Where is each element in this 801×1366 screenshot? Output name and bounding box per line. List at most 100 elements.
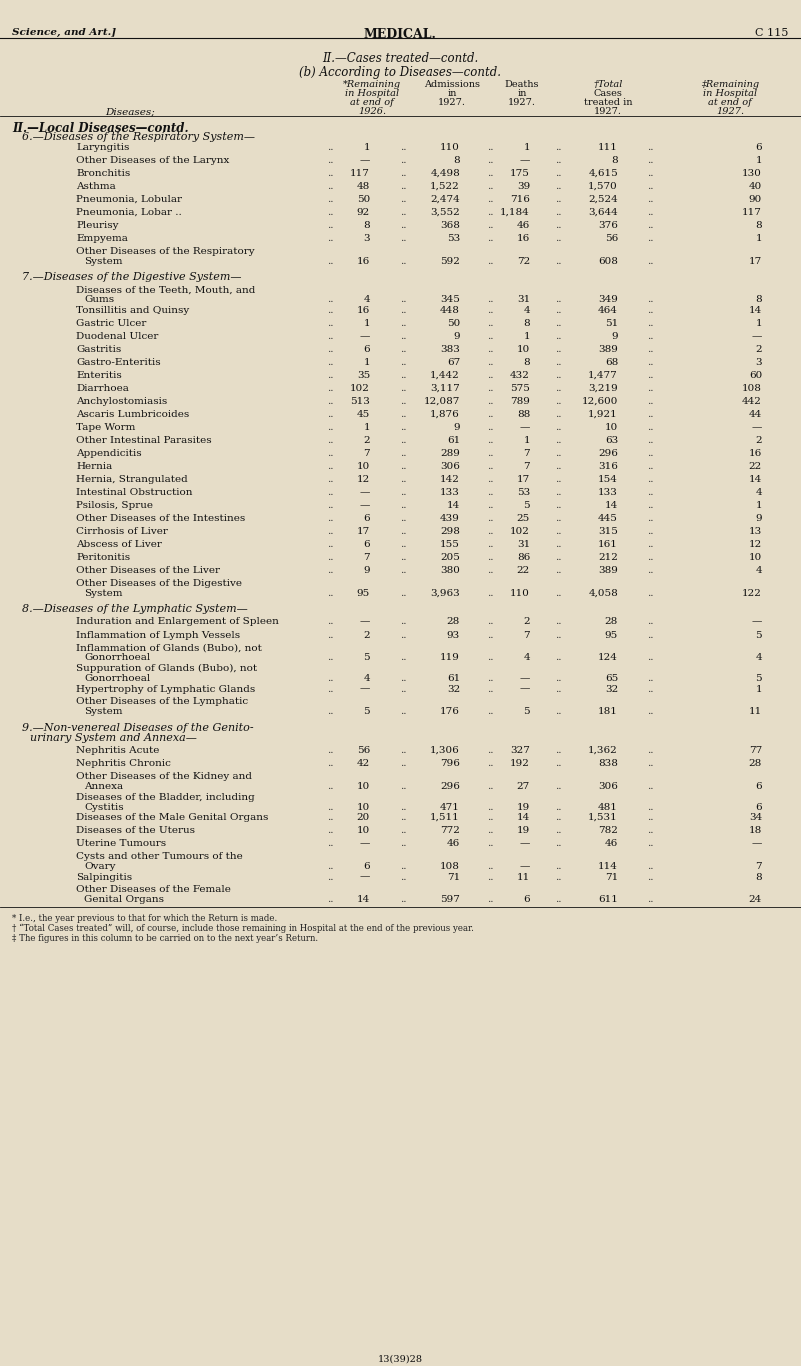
Text: —: — <box>520 684 530 694</box>
Text: 35: 35 <box>356 372 370 380</box>
Text: in Hospital: in Hospital <box>345 89 399 98</box>
Text: ..: .. <box>327 589 333 598</box>
Text: ..: .. <box>400 684 406 694</box>
Text: ..: .. <box>555 746 562 755</box>
Text: ..: .. <box>400 653 406 663</box>
Text: 7.—Diseases of the Digestive System—: 7.—Diseases of the Digestive System— <box>22 272 241 283</box>
Text: 7: 7 <box>755 862 762 872</box>
Text: ..: .. <box>400 221 406 229</box>
Text: ..: .. <box>555 169 562 178</box>
Text: 124: 124 <box>598 653 618 663</box>
Text: in: in <box>517 89 527 98</box>
Text: Diseases;: Diseases; <box>105 107 155 116</box>
Text: ..: .. <box>487 156 493 165</box>
Text: Pneumonia, Lobar ..: Pneumonia, Lobar .. <box>76 208 182 217</box>
Text: 12: 12 <box>749 540 762 549</box>
Text: Diseases of the Bladder, including: Diseases of the Bladder, including <box>76 792 255 802</box>
Text: Uterine Tumours: Uterine Tumours <box>76 839 166 848</box>
Text: ..: .. <box>400 358 406 367</box>
Text: Enteritis: Enteritis <box>76 372 122 380</box>
Text: ..: .. <box>646 156 654 165</box>
Text: 24: 24 <box>749 896 762 904</box>
Text: 19: 19 <box>517 826 530 835</box>
Text: ..: .. <box>400 449 406 458</box>
Text: ..: .. <box>646 653 654 663</box>
Text: 7: 7 <box>523 449 530 458</box>
Text: 12,087: 12,087 <box>424 398 460 406</box>
Text: ..: .. <box>327 156 333 165</box>
Text: ..: .. <box>487 143 493 152</box>
Text: (b) According to Diseases—contd.: (b) According to Diseases—contd. <box>299 66 501 79</box>
Text: 12,600: 12,600 <box>582 398 618 406</box>
Text: Pleurisy: Pleurisy <box>76 221 119 229</box>
Text: 1: 1 <box>364 143 370 152</box>
Text: Duodenal Ulcer: Duodenal Ulcer <box>76 332 159 342</box>
Text: ..: .. <box>646 320 654 328</box>
Text: ..: .. <box>327 566 333 575</box>
Text: ..: .. <box>327 617 333 627</box>
Text: ..: .. <box>555 781 562 791</box>
Text: 1: 1 <box>755 320 762 328</box>
Text: 51: 51 <box>605 320 618 328</box>
Text: ..: .. <box>327 320 333 328</box>
Text: 25: 25 <box>517 514 530 523</box>
Text: 48: 48 <box>356 182 370 191</box>
Text: ..: .. <box>646 673 654 683</box>
Text: 44: 44 <box>749 410 762 419</box>
Text: ..: .. <box>487 208 493 217</box>
Text: ..: .. <box>327 234 333 243</box>
Text: 12: 12 <box>356 475 370 484</box>
Text: ..: .. <box>555 398 562 406</box>
Text: 1,570: 1,570 <box>588 182 618 191</box>
Text: *Remaining: *Remaining <box>343 81 401 89</box>
Text: ..: .. <box>555 221 562 229</box>
Text: * I.e., the year previous to that for which the Return is made.: * I.e., the year previous to that for wh… <box>12 914 277 923</box>
Text: 6.—Diseases of the Respiratory System—: 6.—Diseases of the Respiratory System— <box>22 133 255 142</box>
Text: ..: .. <box>487 684 493 694</box>
Text: ..: .. <box>555 234 562 243</box>
Text: 133: 133 <box>440 488 460 497</box>
Text: 28: 28 <box>605 617 618 627</box>
Text: ..: .. <box>327 306 333 316</box>
Text: ..: .. <box>555 540 562 549</box>
Text: ..: .. <box>400 781 406 791</box>
Text: 4: 4 <box>755 653 762 663</box>
Text: ..: .. <box>400 527 406 535</box>
Text: ..: .. <box>487 514 493 523</box>
Text: ..: .. <box>327 653 333 663</box>
Text: ..: .. <box>400 195 406 204</box>
Text: ‡Remaining: ‡Remaining <box>701 81 759 89</box>
Text: ..: .. <box>487 673 493 683</box>
Text: 117: 117 <box>742 208 762 217</box>
Text: 2: 2 <box>523 617 530 627</box>
Text: ..: .. <box>555 320 562 328</box>
Text: ..: .. <box>646 195 654 204</box>
Text: 1927.: 1927. <box>438 98 466 107</box>
Text: ..: .. <box>646 436 654 445</box>
Text: 72: 72 <box>517 257 530 266</box>
Text: 46: 46 <box>605 839 618 848</box>
Text: ..: .. <box>646 553 654 561</box>
Text: Cysts and other Tumours of the: Cysts and other Tumours of the <box>76 852 243 861</box>
Text: 9: 9 <box>453 332 460 342</box>
Text: ..: .. <box>487 384 493 393</box>
Text: Gonorrhoeal: Gonorrhoeal <box>84 673 151 683</box>
Text: ..: .. <box>646 589 654 598</box>
Text: ..: .. <box>400 295 406 305</box>
Text: 34: 34 <box>749 813 762 822</box>
Text: ..: .. <box>646 617 654 627</box>
Text: 9.—Non-venereal Diseases of the Genito-: 9.—Non-venereal Diseases of the Genito- <box>22 723 254 734</box>
Text: 46: 46 <box>517 221 530 229</box>
Text: 60: 60 <box>749 372 762 380</box>
Text: ..: .. <box>487 182 493 191</box>
Text: ..: .. <box>555 589 562 598</box>
Text: ..: .. <box>487 566 493 575</box>
Text: ..: .. <box>555 839 562 848</box>
Text: 772: 772 <box>440 826 460 835</box>
Text: 6: 6 <box>364 514 370 523</box>
Text: ..: .. <box>646 813 654 822</box>
Text: 32: 32 <box>605 684 618 694</box>
Text: ..: .. <box>646 781 654 791</box>
Text: 6: 6 <box>755 781 762 791</box>
Text: 110: 110 <box>440 143 460 152</box>
